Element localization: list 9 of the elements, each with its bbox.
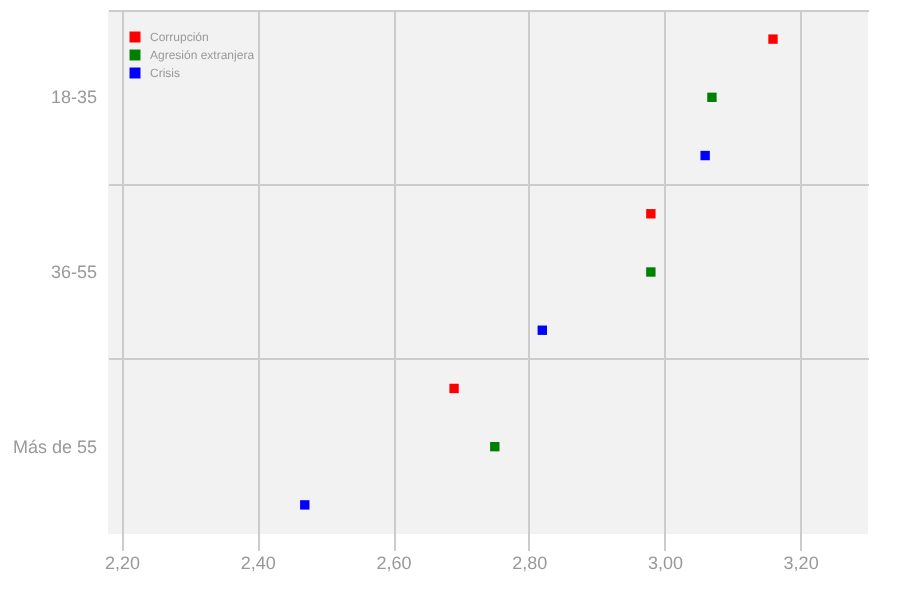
x-tick-label: 2,40 — [240, 553, 276, 573]
y-tick-label: 36-55 — [50, 262, 97, 282]
x-tick-label: 2,60 — [376, 553, 412, 573]
y-tick-label: 18-35 — [50, 87, 97, 108]
y-tick-label: Más de 55 — [12, 436, 97, 457]
x-tick-label: 3,00 — [647, 553, 683, 573]
x-tick-label: 2,80 — [512, 553, 548, 573]
x-tick-label: 3,20 — [783, 553, 819, 573]
x-tick-label: 2,20 — [105, 553, 141, 573]
